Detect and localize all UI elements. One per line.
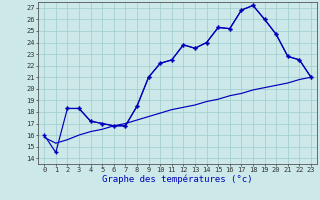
- X-axis label: Graphe des températures (°c): Graphe des températures (°c): [102, 175, 253, 184]
